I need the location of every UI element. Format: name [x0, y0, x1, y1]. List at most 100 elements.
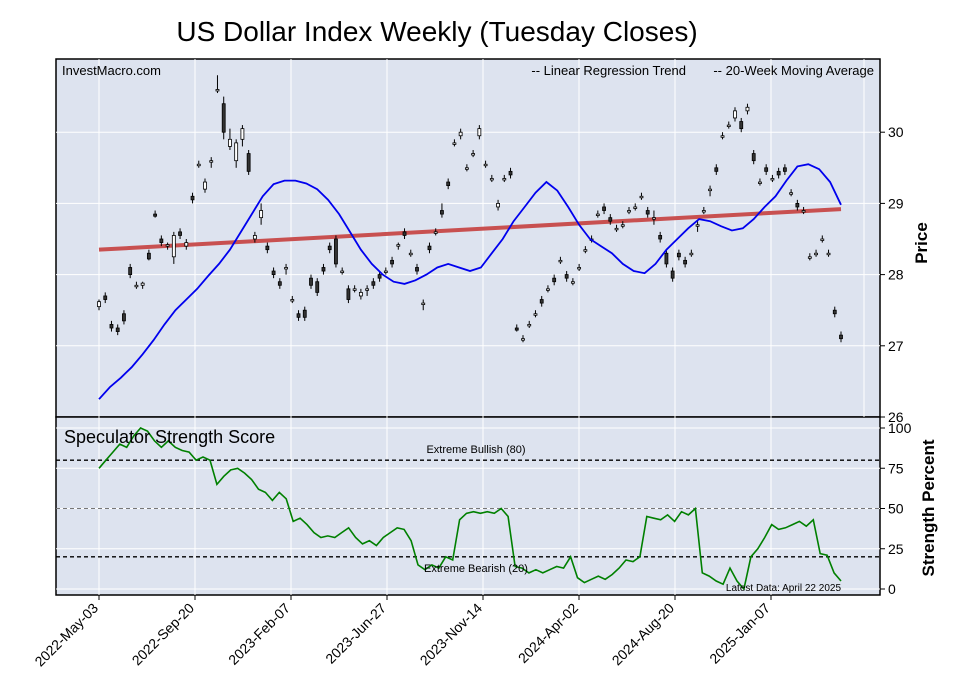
candle-body	[315, 281, 320, 293]
strength-title: Speculator Strength Score	[64, 427, 275, 447]
price-marks	[97, 75, 843, 400]
candle-body	[277, 281, 282, 286]
candlestick	[146, 249, 151, 261]
candle-body	[689, 252, 694, 256]
candlestick	[583, 246, 588, 254]
candle-body	[383, 270, 388, 273]
candlestick	[570, 278, 575, 286]
candlestick	[246, 150, 251, 175]
candlestick	[658, 231, 663, 243]
candle-body	[440, 210, 444, 215]
candlestick	[726, 121, 731, 129]
x-tick-label: 2024-Apr-02	[515, 600, 581, 666]
x-tick-label: 2023-Jun-27	[322, 600, 389, 667]
candlestick	[739, 117, 744, 133]
candle-body	[564, 274, 569, 279]
candle-body	[246, 153, 251, 172]
strength-panel	[55, 416, 881, 596]
extreme-bullish-label: Extreme Bullish (80)	[426, 444, 525, 456]
candle-body	[652, 217, 656, 220]
candle-body	[352, 288, 357, 291]
candlestick	[652, 210, 656, 225]
candle-body	[371, 281, 376, 286]
candle-body	[751, 153, 756, 162]
candlestick	[433, 228, 438, 236]
candle-body	[552, 277, 557, 283]
candlestick	[97, 299, 101, 311]
candlestick	[620, 221, 625, 229]
candlestick	[608, 214, 613, 225]
strength-tick-label: 100	[888, 420, 912, 436]
candlestick	[496, 199, 500, 211]
price-axis-title: Price	[912, 222, 931, 264]
candle-body	[159, 238, 164, 243]
candlestick	[171, 231, 176, 264]
candle-body	[365, 288, 370, 291]
candle-body	[203, 181, 207, 190]
candle-body	[521, 338, 525, 341]
candlestick	[446, 178, 451, 190]
candle-body	[171, 235, 176, 258]
candle-body	[433, 231, 438, 234]
candle-body	[789, 192, 794, 195]
candlestick	[190, 192, 195, 204]
candle-body	[639, 195, 644, 199]
candle-body	[670, 270, 675, 279]
candle-body	[489, 178, 494, 181]
candlestick	[408, 249, 413, 257]
candlestick	[552, 274, 557, 286]
candle-body	[97, 301, 101, 308]
candlestick	[184, 239, 189, 250]
candlestick	[415, 263, 419, 275]
candlestick	[296, 310, 301, 321]
candle-body	[221, 103, 226, 133]
candlestick	[228, 128, 232, 150]
candle-body	[290, 299, 295, 302]
candle-body	[228, 138, 232, 147]
candlestick	[801, 206, 806, 215]
candle-body	[539, 299, 544, 304]
candlestick	[689, 249, 694, 257]
candle-body	[633, 206, 638, 209]
price-panel	[55, 58, 881, 418]
candlestick	[533, 310, 538, 318]
candle-body	[321, 267, 326, 272]
candle-body	[502, 178, 507, 181]
candlestick	[477, 125, 482, 140]
candle-body	[446, 181, 451, 186]
candlestick	[452, 139, 457, 147]
candle-body	[514, 327, 519, 331]
candle-body	[408, 252, 413, 256]
candlestick	[153, 210, 158, 218]
price-tick-label: 28	[888, 267, 904, 283]
price-tick-label: 30	[888, 124, 904, 140]
candlestick	[334, 235, 338, 268]
candlestick	[252, 231, 257, 243]
candlestick	[664, 249, 669, 268]
candle-body	[165, 244, 170, 247]
strength-tick-label: 25	[888, 541, 904, 557]
candlestick	[789, 189, 794, 197]
candlestick	[708, 185, 712, 197]
candle-body	[577, 267, 582, 270]
candlestick	[290, 295, 295, 304]
candle-body	[820, 238, 825, 241]
candlestick	[346, 285, 351, 304]
candlestick	[284, 263, 288, 275]
candlestick	[340, 267, 345, 275]
regression-trend-line	[98, 207, 842, 252]
strength-ticks: 0 25 50 75 100	[880, 420, 912, 597]
candle-body	[496, 202, 500, 208]
price-tick-label: 27	[888, 338, 904, 354]
candle-body	[358, 291, 363, 297]
candlestick	[358, 288, 363, 300]
strength-axis-title: Strength Percent	[919, 439, 938, 576]
candle-body	[770, 178, 775, 181]
candlestick	[602, 203, 606, 215]
candlestick	[839, 331, 843, 343]
candlestick	[814, 249, 818, 257]
candle-body	[215, 89, 220, 92]
candle-body	[146, 252, 151, 260]
x-ticks: 2022-May-03 2022-Sep-20 2023-Feb-07 2023-Ju…	[31, 595, 773, 669]
